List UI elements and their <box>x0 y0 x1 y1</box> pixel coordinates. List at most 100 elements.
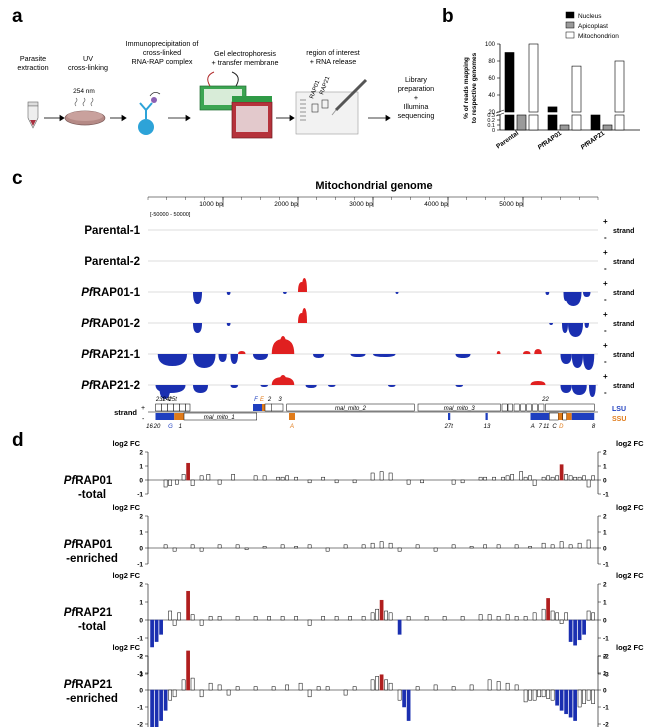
strand-minus: - <box>604 326 607 335</box>
coverage-peak-plus <box>301 278 307 292</box>
d-tick-label: -1 <box>137 705 143 712</box>
coverage-peak-plus <box>279 336 287 354</box>
d-fc-bar <box>217 684 222 691</box>
d-fc-bar <box>370 612 375 621</box>
d-fc-bar <box>505 614 510 621</box>
coverage-peak-minus <box>260 385 268 387</box>
d-tick-label: 2 <box>603 450 607 457</box>
d-fc-bar <box>253 475 258 481</box>
d-fc-bar <box>168 689 172 701</box>
gene-box <box>513 403 520 412</box>
gene-label-mal-mito-1: mal_mito_1 <box>204 415 235 421</box>
b-tick-label: 0.2 <box>487 118 495 124</box>
d-fc-bar <box>334 616 339 621</box>
d-fc-bar <box>537 689 541 698</box>
coverage-peak-plus <box>530 381 546 385</box>
d-fc-bar <box>370 679 375 691</box>
gene-label-bottom: 8 <box>592 424 596 430</box>
gene-label-bottom: 7 <box>539 424 543 430</box>
d-fc-bar <box>235 686 240 691</box>
coverage-peak-minus <box>560 354 572 364</box>
d-fc-bar <box>379 674 384 691</box>
gene-label-top: 25t <box>168 397 178 403</box>
d-fc-bar <box>397 547 402 552</box>
d-tick-label: 0 <box>139 618 143 625</box>
b-category-label: PfRAP01 <box>537 130 564 152</box>
d-fc-bar <box>523 689 528 703</box>
gene-label-mid: 22 <box>541 397 549 403</box>
d-fc-bar <box>361 616 366 621</box>
lsu-block <box>253 404 262 411</box>
d-tick-label: 1 <box>139 671 143 678</box>
d-fc-bar <box>384 679 388 691</box>
d-fc-bar <box>555 689 559 706</box>
d-fc-bar <box>235 544 240 549</box>
d-row-label: PfRAP01 <box>64 475 113 487</box>
d-fc-bar <box>573 476 577 481</box>
d-fc-bar <box>573 619 577 646</box>
d-fc-bar <box>388 542 393 549</box>
d-fc-bar <box>555 475 559 481</box>
coverage-peak-minus <box>226 323 231 326</box>
d-fc-bar <box>294 616 298 621</box>
b-tick-label: 40 <box>488 93 495 99</box>
d-fc-bar <box>550 610 555 621</box>
d-fc-bar <box>568 619 573 642</box>
d-tick-label: 2 <box>139 514 143 521</box>
d-fc-bar <box>586 610 591 621</box>
d-fc-bar <box>433 547 438 552</box>
gene-label-bottom: A <box>530 424 535 430</box>
d-fc-bar <box>510 474 514 481</box>
gene-box <box>161 403 168 412</box>
d-row-suffix: -enriched <box>66 553 118 565</box>
d-fc-bar <box>294 546 298 549</box>
d-tick-label: 1 <box>139 600 143 607</box>
gene-box <box>167 403 174 412</box>
gene-box <box>264 403 272 412</box>
d-fc-bar <box>190 677 195 691</box>
d-row-suffix: -total <box>78 489 106 501</box>
d-tick-label: 0 <box>603 478 607 485</box>
d-fc-bar <box>487 679 492 691</box>
d-tick-label: 0 <box>139 478 143 485</box>
coverage-peak-minus <box>350 354 366 357</box>
d-fc-bar <box>514 544 519 549</box>
gene-box <box>271 403 284 412</box>
lsu-block <box>485 413 488 420</box>
d-fc-bar <box>406 616 411 621</box>
d-fc-bar <box>388 682 393 691</box>
d-fc-bar <box>159 689 163 721</box>
d-fc-bar <box>172 547 177 552</box>
d-fc-bar <box>375 676 379 691</box>
d-fc-bar <box>163 479 168 488</box>
gene-track-plus: + <box>141 405 145 412</box>
gel-box-icon <box>199 71 273 139</box>
gene-box <box>179 403 186 412</box>
step-uv-line2: cross-linking <box>68 63 108 72</box>
d-fc-bar <box>496 681 501 691</box>
d-axis-title-right: log2 FC <box>616 643 644 652</box>
d-fc-bar <box>559 541 564 549</box>
d-fc-bar <box>276 476 280 481</box>
b-bar-mitochondrion-upper <box>528 43 539 113</box>
d-fc-bar <box>285 684 289 691</box>
d-fc-bar <box>150 689 154 727</box>
gene-box <box>185 403 191 412</box>
d-fc-bar <box>559 464 564 481</box>
d-fc-bar <box>199 689 204 698</box>
d-fc-bar <box>280 616 285 621</box>
d-fc-bar <box>190 479 195 486</box>
d-fc-bar <box>496 616 501 621</box>
step-extract-line1: Parasite <box>20 54 46 63</box>
gene-box <box>532 403 538 412</box>
d-fc-bar <box>163 544 168 549</box>
d-fc-bar <box>253 686 258 691</box>
d-tick-label: -1 <box>603 705 609 712</box>
lsu-block <box>155 413 175 420</box>
d-fc-bar <box>181 679 186 691</box>
d-axis-title-left: log2 FC <box>113 439 141 448</box>
gene-box <box>562 412 567 421</box>
legend-mitochondrion: Mitochondrion <box>578 33 619 40</box>
d-fc-bar <box>573 689 577 721</box>
coverage-peak-plus <box>534 349 542 354</box>
